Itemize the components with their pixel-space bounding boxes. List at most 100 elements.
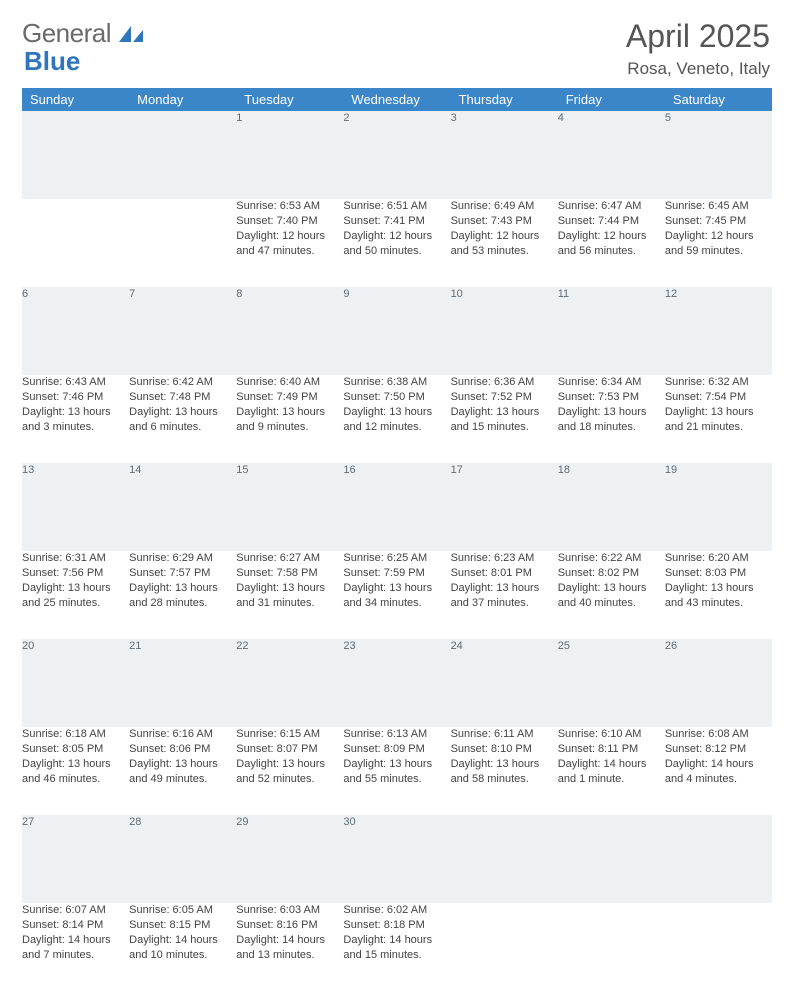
detail-line: and 52 minutes. [236, 772, 343, 787]
calendar-table: SundayMondayTuesdayWednesdayThursdayFrid… [22, 88, 772, 991]
detail-line: Daylight: 13 hours [558, 405, 665, 420]
detail-line: Sunrise: 6:36 AM [451, 375, 558, 390]
day-detail-cell: Sunrise: 6:29 AMSunset: 7:57 PMDaylight:… [129, 551, 236, 639]
day-detail-row: Sunrise: 6:18 AMSunset: 8:05 PMDaylight:… [22, 727, 772, 815]
dow-header: Monday [129, 88, 236, 111]
detail-line: Sunrise: 6:20 AM [665, 551, 772, 566]
detail-line: Sunset: 7:48 PM [129, 390, 236, 405]
day-detail-cell: Sunrise: 6:47 AMSunset: 7:44 PMDaylight:… [558, 199, 665, 287]
detail-line: Sunset: 8:14 PM [22, 918, 129, 933]
day-detail-cell: Sunrise: 6:18 AMSunset: 8:05 PMDaylight:… [22, 727, 129, 815]
detail-line: Daylight: 13 hours [343, 581, 450, 596]
detail-line: and 15 minutes. [343, 948, 450, 963]
detail-line: Sunset: 7:45 PM [665, 214, 772, 229]
detail-line: Sunrise: 6:23 AM [451, 551, 558, 566]
detail-line: Daylight: 13 hours [22, 757, 129, 772]
day-number-row: 6789101112 [22, 287, 772, 375]
day-number-cell: 11 [558, 287, 665, 375]
detail-line: Sunrise: 6:53 AM [236, 199, 343, 214]
detail-line: Daylight: 13 hours [665, 405, 772, 420]
detail-line: and 40 minutes. [558, 596, 665, 611]
day-number-cell: 19 [665, 463, 772, 551]
detail-line: Daylight: 13 hours [451, 405, 558, 420]
detail-line: Daylight: 12 hours [236, 229, 343, 244]
detail-line: Daylight: 12 hours [451, 229, 558, 244]
detail-line: and 25 minutes. [22, 596, 129, 611]
detail-line: Daylight: 14 hours [236, 933, 343, 948]
detail-line: Sunrise: 6:15 AM [236, 727, 343, 742]
detail-line: and 7 minutes. [22, 948, 129, 963]
detail-line: Sunrise: 6:03 AM [236, 903, 343, 918]
day-detail-cell: Sunrise: 6:02 AMSunset: 8:18 PMDaylight:… [343, 903, 450, 991]
day-number-cell: 29 [236, 815, 343, 903]
detail-line: and 6 minutes. [129, 420, 236, 435]
detail-line: and 3 minutes. [22, 420, 129, 435]
detail-line: Sunset: 7:56 PM [22, 566, 129, 581]
detail-line: Sunset: 7:41 PM [343, 214, 450, 229]
detail-line: Sunrise: 6:10 AM [558, 727, 665, 742]
day-number-cell: 5 [665, 111, 772, 199]
day-detail-cell: Sunrise: 6:43 AMSunset: 7:46 PMDaylight:… [22, 375, 129, 463]
day-detail-cell: Sunrise: 6:20 AMSunset: 8:03 PMDaylight:… [665, 551, 772, 639]
day-detail-cell: Sunrise: 6:11 AMSunset: 8:10 PMDaylight:… [451, 727, 558, 815]
detail-line: Sunrise: 6:34 AM [558, 375, 665, 390]
detail-line: Daylight: 14 hours [665, 757, 772, 772]
detail-line: Daylight: 12 hours [558, 229, 665, 244]
day-number-cell: 2 [343, 111, 450, 199]
detail-line: Sunrise: 6:05 AM [129, 903, 236, 918]
day-detail-cell: Sunrise: 6:27 AMSunset: 7:58 PMDaylight:… [236, 551, 343, 639]
detail-line: Daylight: 13 hours [22, 405, 129, 420]
detail-line: Daylight: 13 hours [236, 757, 343, 772]
detail-line: and 37 minutes. [451, 596, 558, 611]
detail-line: and 28 minutes. [129, 596, 236, 611]
detail-line: Daylight: 13 hours [451, 581, 558, 596]
day-detail-cell [22, 199, 129, 287]
day-detail-row: Sunrise: 6:53 AMSunset: 7:40 PMDaylight:… [22, 199, 772, 287]
detail-line: Sunset: 8:18 PM [343, 918, 450, 933]
dow-header: Sunday [22, 88, 129, 111]
detail-line: Daylight: 12 hours [665, 229, 772, 244]
detail-line: Sunset: 8:03 PM [665, 566, 772, 581]
detail-line: Sunset: 8:02 PM [558, 566, 665, 581]
dow-header: Wednesday [343, 88, 450, 111]
day-number-cell: 10 [451, 287, 558, 375]
day-number-cell: 25 [558, 639, 665, 727]
page-title: April 2025 [626, 18, 770, 55]
day-of-week-header-row: SundayMondayTuesdayWednesdayThursdayFrid… [22, 88, 772, 111]
day-number-cell: 13 [22, 463, 129, 551]
detail-line: Sunrise: 6:29 AM [129, 551, 236, 566]
detail-line: Daylight: 13 hours [343, 757, 450, 772]
day-detail-cell: Sunrise: 6:22 AMSunset: 8:02 PMDaylight:… [558, 551, 665, 639]
detail-line: Sunset: 7:40 PM [236, 214, 343, 229]
detail-line: Sunset: 7:46 PM [22, 390, 129, 405]
day-number-row: 12345 [22, 111, 772, 199]
detail-line: and 50 minutes. [343, 244, 450, 259]
detail-line: Sunset: 8:10 PM [451, 742, 558, 757]
day-detail-row: Sunrise: 6:31 AMSunset: 7:56 PMDaylight:… [22, 551, 772, 639]
detail-line: Sunrise: 6:51 AM [343, 199, 450, 214]
detail-line: Sunrise: 6:08 AM [665, 727, 772, 742]
detail-line: Sunrise: 6:47 AM [558, 199, 665, 214]
dow-header: Saturday [665, 88, 772, 111]
detail-line: Sunset: 8:07 PM [236, 742, 343, 757]
detail-line: and 34 minutes. [343, 596, 450, 611]
detail-line: Sunset: 7:52 PM [451, 390, 558, 405]
day-detail-cell: Sunrise: 6:40 AMSunset: 7:49 PMDaylight:… [236, 375, 343, 463]
detail-line: Sunset: 8:01 PM [451, 566, 558, 581]
detail-line: Sunset: 7:59 PM [343, 566, 450, 581]
day-number-cell: 27 [22, 815, 129, 903]
detail-line: Sunset: 7:49 PM [236, 390, 343, 405]
detail-line: and 46 minutes. [22, 772, 129, 787]
day-number-cell: 6 [22, 287, 129, 375]
detail-line: Sunrise: 6:43 AM [22, 375, 129, 390]
detail-line: Sunset: 7:53 PM [558, 390, 665, 405]
detail-line: Sunrise: 6:16 AM [129, 727, 236, 742]
day-number-row: 27282930 [22, 815, 772, 903]
day-detail-cell: Sunrise: 6:25 AMSunset: 7:59 PMDaylight:… [343, 551, 450, 639]
day-number-cell [22, 111, 129, 199]
day-number-cell: 21 [129, 639, 236, 727]
detail-line: and 49 minutes. [129, 772, 236, 787]
day-detail-cell: Sunrise: 6:45 AMSunset: 7:45 PMDaylight:… [665, 199, 772, 287]
detail-line: Sunset: 8:15 PM [129, 918, 236, 933]
day-detail-cell: Sunrise: 6:51 AMSunset: 7:41 PMDaylight:… [343, 199, 450, 287]
